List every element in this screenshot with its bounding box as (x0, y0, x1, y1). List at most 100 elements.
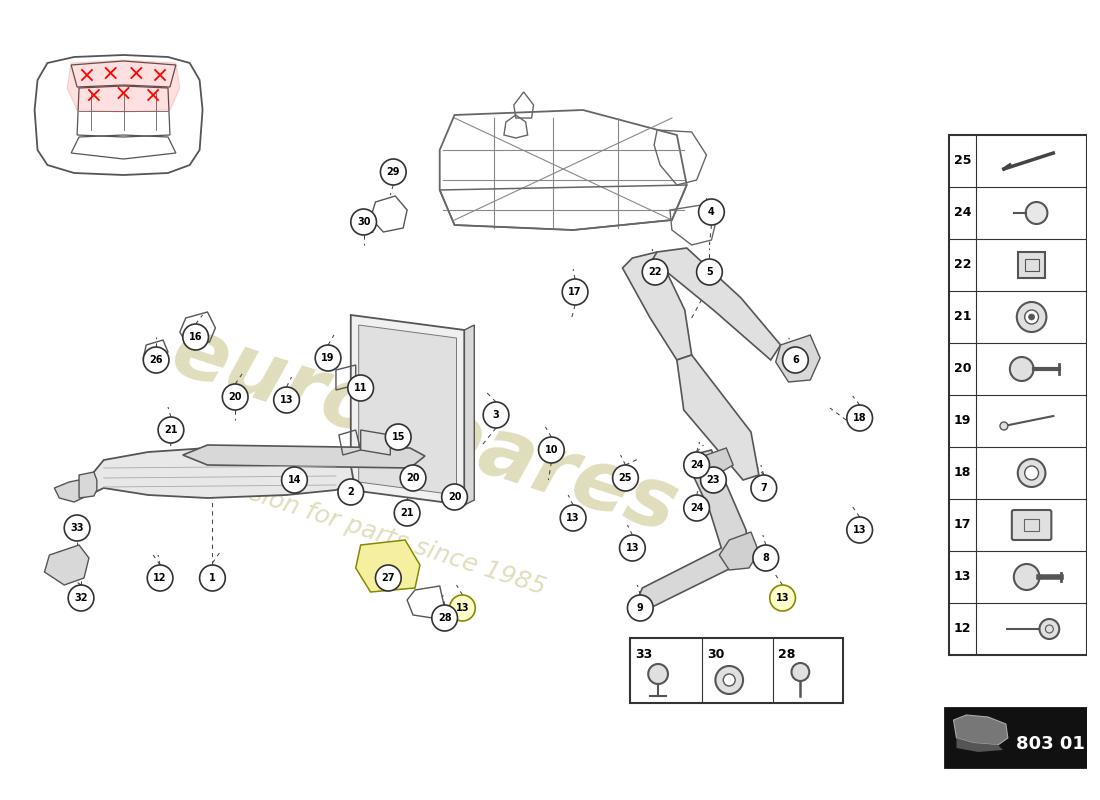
Circle shape (698, 199, 724, 225)
Text: 14: 14 (288, 475, 301, 485)
Text: 13: 13 (626, 543, 639, 553)
Polygon shape (79, 472, 97, 498)
Circle shape (432, 605, 458, 631)
Text: 22: 22 (648, 267, 662, 277)
FancyBboxPatch shape (1018, 252, 1045, 278)
Text: 12: 12 (954, 622, 971, 635)
Circle shape (613, 465, 638, 491)
Circle shape (724, 674, 735, 686)
Text: 29: 29 (386, 167, 400, 177)
Text: 32: 32 (75, 593, 88, 603)
Circle shape (1000, 422, 1008, 430)
Text: 6: 6 (792, 355, 799, 365)
Circle shape (282, 467, 307, 493)
Text: 26: 26 (150, 355, 163, 365)
Circle shape (222, 384, 248, 410)
Circle shape (1040, 619, 1059, 639)
Text: 8: 8 (762, 553, 769, 563)
Circle shape (68, 585, 94, 611)
Circle shape (450, 595, 475, 621)
FancyBboxPatch shape (1012, 510, 1052, 540)
Circle shape (847, 517, 872, 543)
Circle shape (381, 159, 406, 185)
Text: 33: 33 (636, 648, 653, 661)
Circle shape (316, 345, 341, 371)
Text: 24: 24 (690, 460, 703, 470)
Polygon shape (67, 60, 179, 112)
Circle shape (400, 465, 426, 491)
Text: 13: 13 (852, 525, 867, 535)
Polygon shape (89, 448, 354, 498)
Text: 11: 11 (354, 383, 367, 393)
Circle shape (348, 375, 374, 401)
Polygon shape (44, 545, 89, 585)
Text: eurospares: eurospares (162, 310, 688, 550)
Text: 13: 13 (954, 570, 971, 583)
Polygon shape (355, 540, 420, 592)
Text: 25: 25 (954, 154, 971, 167)
Text: 803 01: 803 01 (1015, 735, 1085, 753)
Text: 13: 13 (566, 513, 580, 523)
Polygon shape (637, 450, 749, 608)
Text: 20: 20 (448, 492, 461, 502)
Text: 28: 28 (438, 613, 451, 623)
Text: 20: 20 (406, 473, 420, 483)
FancyBboxPatch shape (948, 135, 1087, 655)
Circle shape (338, 479, 364, 505)
Text: 17: 17 (569, 287, 582, 297)
Polygon shape (359, 325, 456, 495)
Text: 5: 5 (706, 267, 713, 277)
Circle shape (394, 500, 420, 526)
FancyBboxPatch shape (630, 638, 843, 703)
Text: 9: 9 (637, 603, 644, 613)
Text: 25: 25 (618, 473, 632, 483)
Text: 27: 27 (382, 573, 395, 583)
Text: 33: 33 (70, 523, 84, 533)
Circle shape (158, 417, 184, 443)
Text: 21: 21 (954, 310, 971, 323)
Polygon shape (676, 355, 759, 480)
Polygon shape (652, 248, 781, 360)
Circle shape (1025, 310, 1038, 324)
Circle shape (143, 347, 169, 373)
Text: 19: 19 (321, 353, 334, 363)
Circle shape (351, 209, 376, 235)
Text: 13: 13 (455, 603, 470, 613)
Circle shape (782, 347, 808, 373)
Text: 21: 21 (400, 508, 414, 518)
Circle shape (1025, 466, 1038, 480)
Text: 18: 18 (852, 413, 867, 423)
Text: 12: 12 (153, 573, 167, 583)
Polygon shape (361, 430, 390, 455)
Polygon shape (776, 335, 821, 382)
Circle shape (147, 565, 173, 591)
Circle shape (642, 259, 668, 285)
Text: a passion for parts since 1985: a passion for parts since 1985 (183, 460, 549, 600)
Polygon shape (719, 532, 759, 570)
Circle shape (627, 595, 653, 621)
Text: 20: 20 (229, 392, 242, 402)
Text: 13: 13 (776, 593, 790, 603)
Text: 17: 17 (954, 518, 971, 531)
Circle shape (483, 402, 509, 428)
Circle shape (1025, 202, 1047, 224)
Polygon shape (54, 478, 89, 502)
Circle shape (619, 535, 646, 561)
Polygon shape (183, 445, 425, 468)
Polygon shape (351, 315, 464, 505)
Circle shape (684, 495, 710, 521)
Text: 13: 13 (279, 395, 294, 405)
Text: 10: 10 (544, 445, 558, 455)
Text: 23: 23 (706, 475, 721, 485)
Circle shape (847, 405, 872, 431)
Text: 18: 18 (954, 466, 971, 479)
Circle shape (64, 515, 90, 541)
Circle shape (1016, 302, 1046, 332)
Circle shape (274, 387, 299, 413)
Circle shape (1014, 564, 1040, 590)
Text: 2: 2 (348, 487, 354, 497)
Circle shape (375, 565, 402, 591)
Text: 20: 20 (954, 362, 971, 375)
Circle shape (385, 424, 411, 450)
Text: 28: 28 (778, 648, 795, 661)
